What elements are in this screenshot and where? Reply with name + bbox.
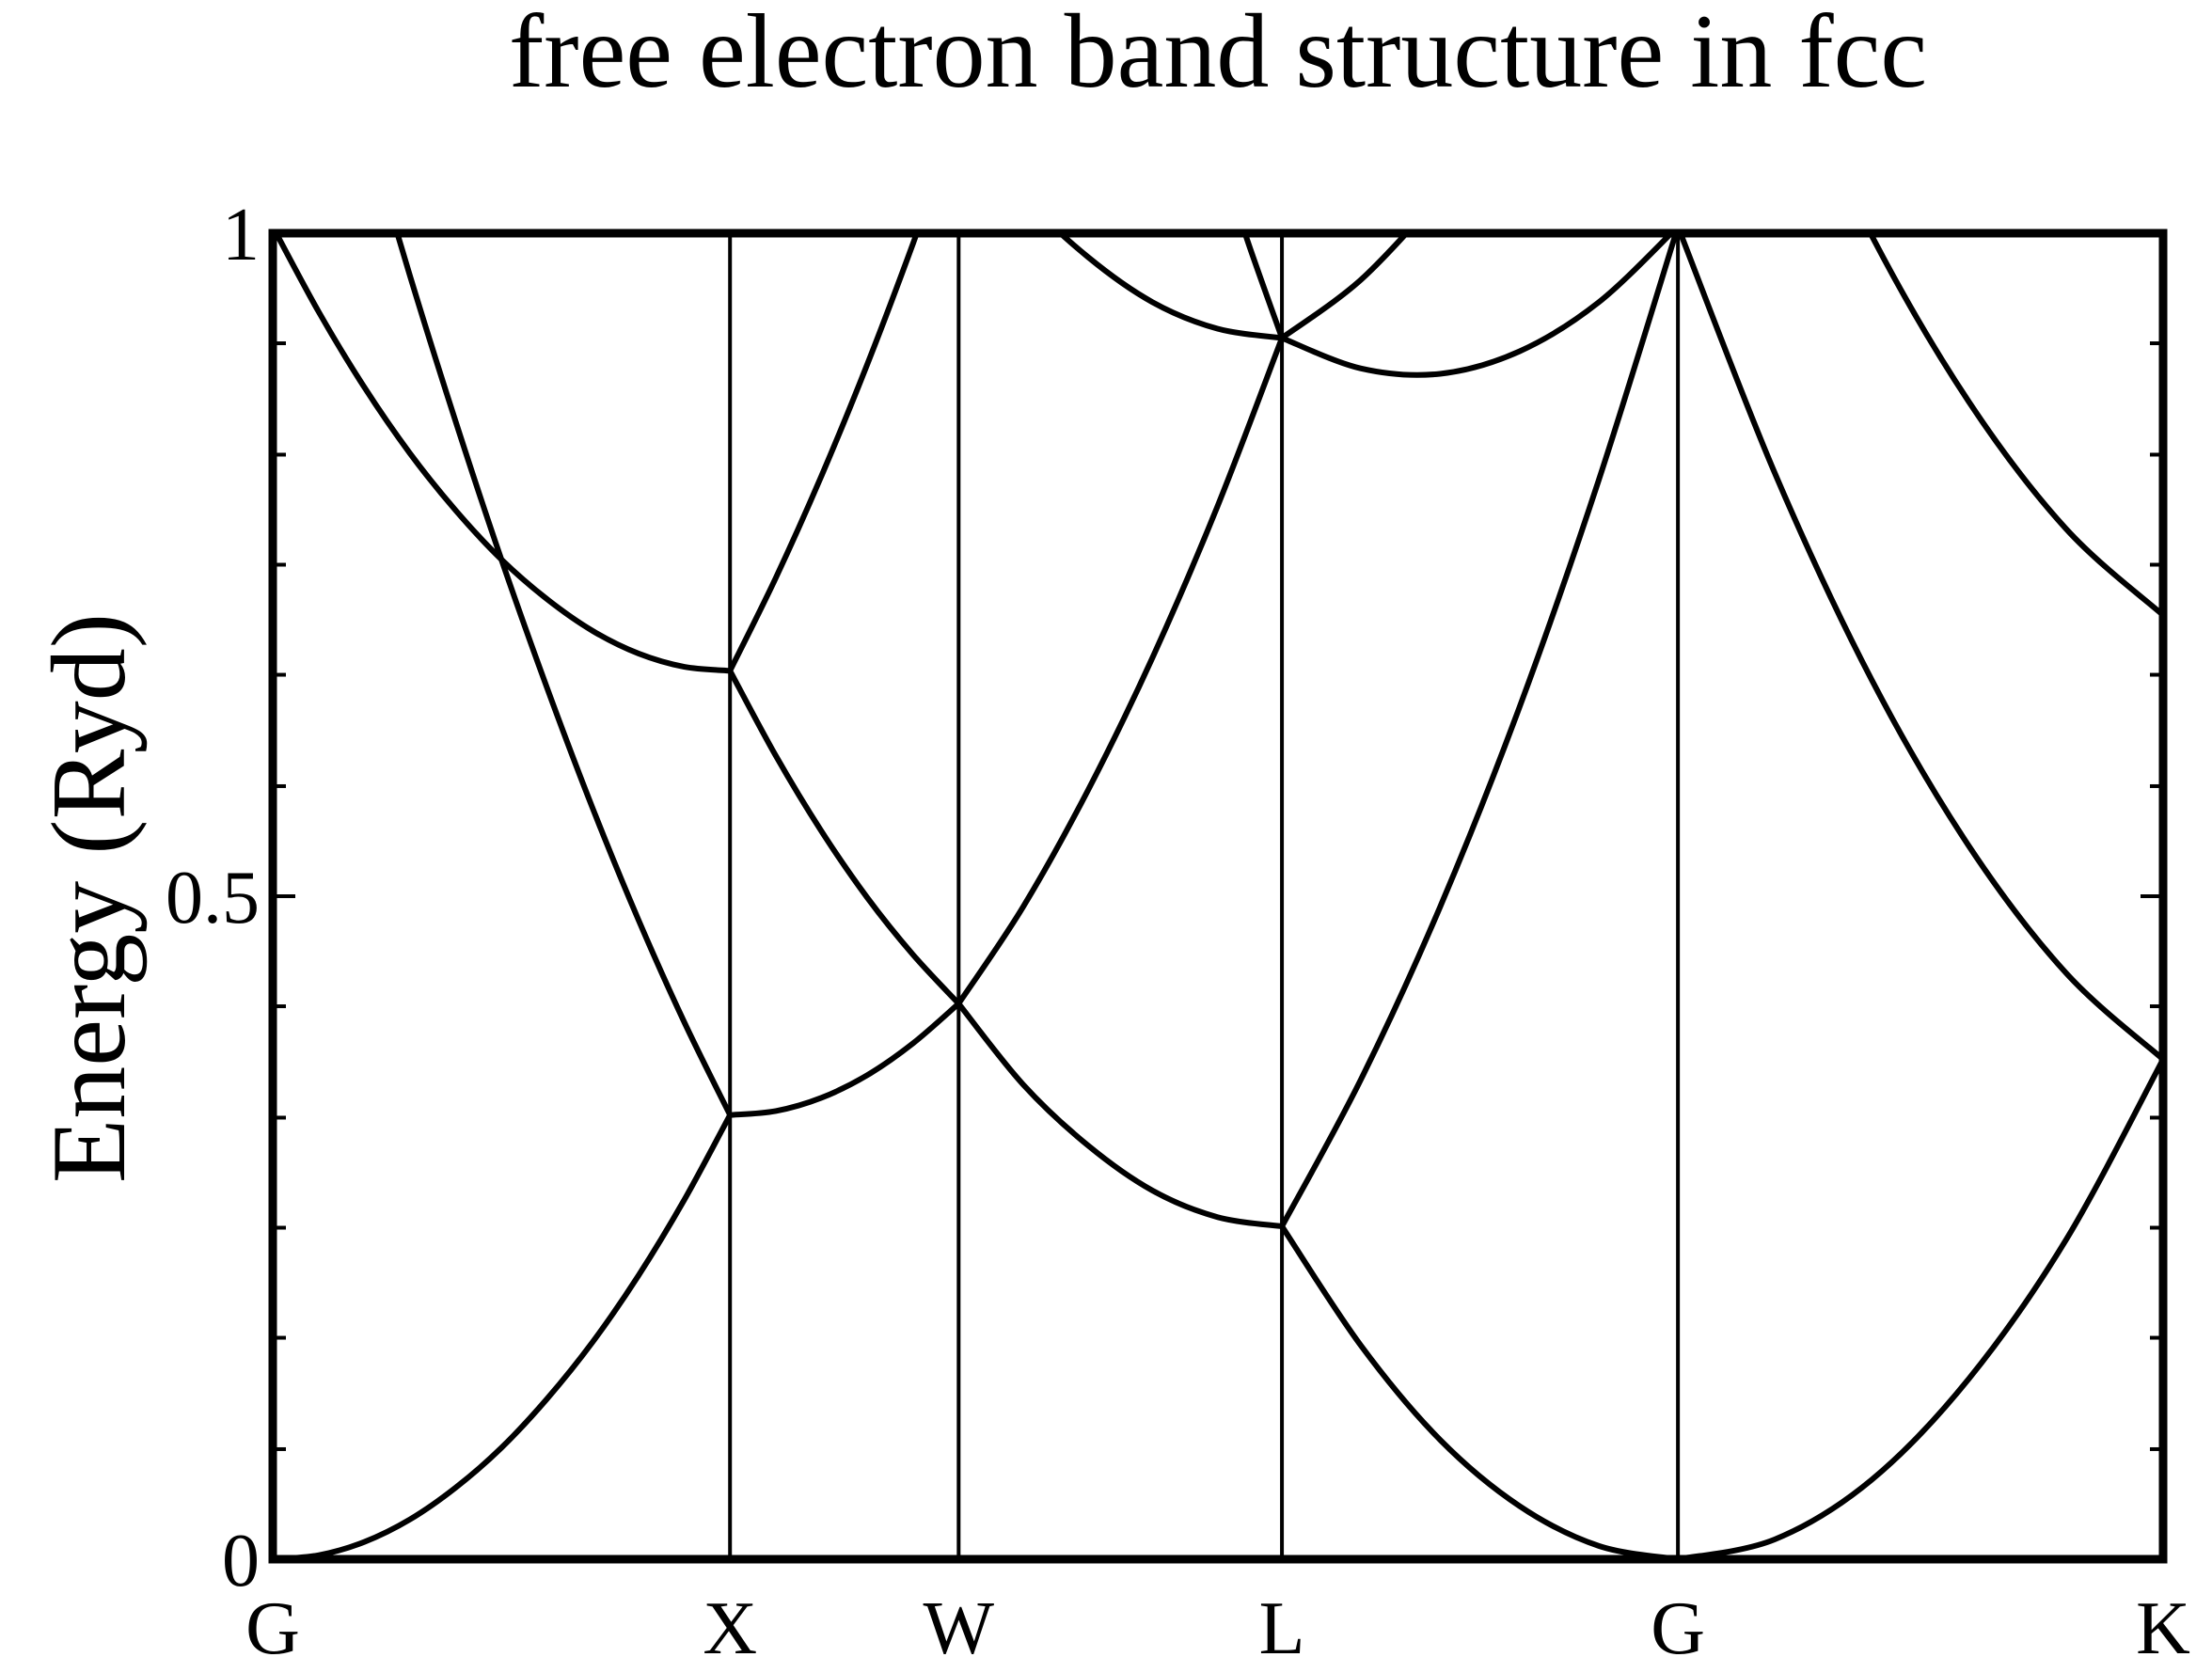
x-tick-label: L: [1259, 1587, 1305, 1670]
band-line: [1241, 233, 1285, 339]
x-tick-label: W: [924, 1587, 995, 1670]
band-line: [727, 233, 920, 672]
band-line: [1279, 233, 1680, 1228]
x-tick-label: G: [1651, 1587, 1705, 1670]
x-tick-label: X: [703, 1587, 757, 1670]
band-line: [1867, 233, 2163, 618]
band-line: [394, 233, 733, 1116]
band-line: [729, 1001, 961, 1118]
chart-title: free electron band structure in fcc: [509, 0, 1927, 110]
band-line: [956, 1002, 1283, 1230]
band-line: [727, 669, 961, 1006]
band-line: [1677, 233, 2163, 1062]
band-line: [1677, 1058, 2163, 1559]
y-tick-label: 0.5: [166, 857, 260, 939]
band-line: [956, 337, 1285, 1005]
band-line: [1056, 233, 1283, 341]
x-tick-label: G: [245, 1587, 300, 1670]
band-line: [273, 233, 731, 674]
x-tick-label: K: [2136, 1587, 2190, 1670]
plot-frame: [268, 229, 2168, 1564]
band-line: [273, 1113, 733, 1559]
band-line: [1280, 233, 1676, 378]
y-tick-label: 0: [222, 1520, 260, 1602]
y-axis-label: Energy (Ryd): [31, 613, 148, 1183]
band-line: [1280, 233, 1411, 340]
y-tick-label: 1: [222, 194, 260, 276]
band-line: [1279, 1224, 1679, 1559]
